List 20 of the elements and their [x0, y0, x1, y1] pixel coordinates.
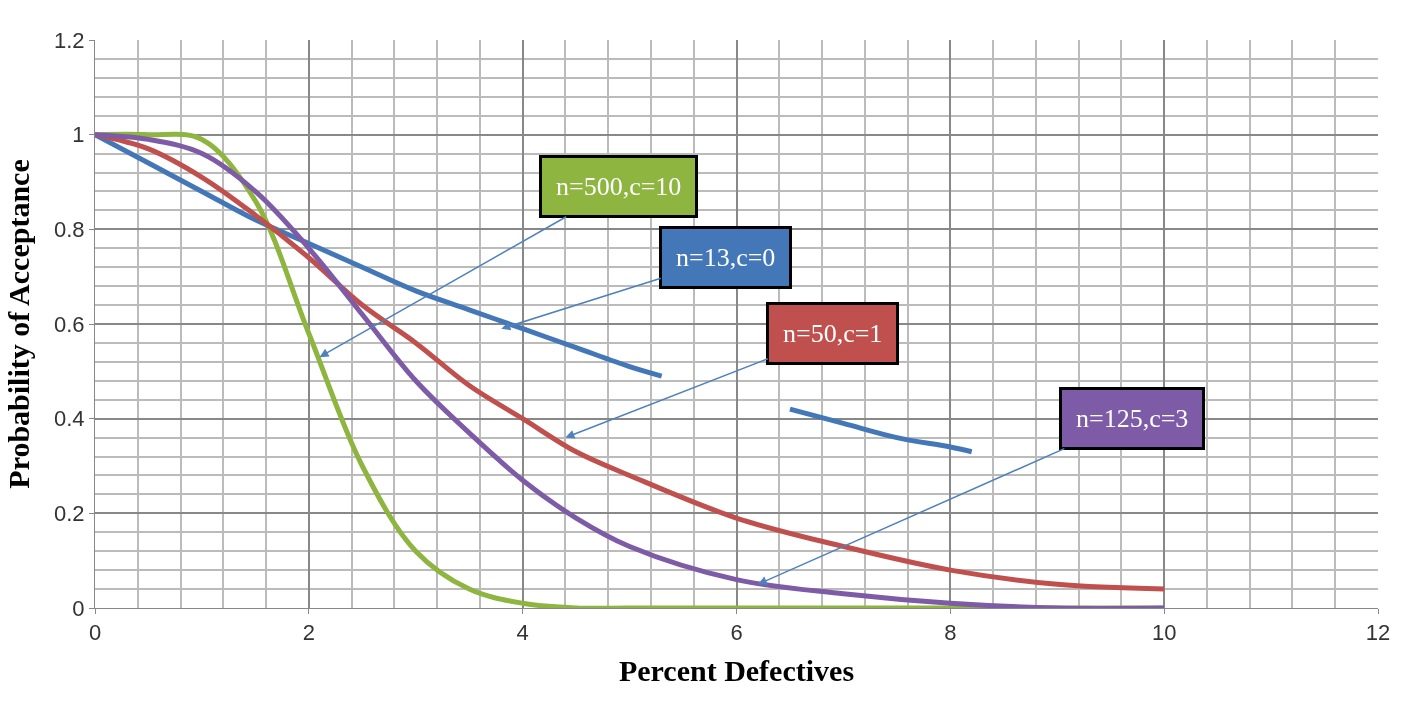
x-axis-title: Percent Defectives: [618, 653, 855, 687]
x-tick-label: 10: [1151, 620, 1177, 646]
y-tick-label: 0.4: [54, 406, 85, 432]
y-tick-label: 0.2: [54, 501, 85, 527]
y-tick-label: 0: [72, 595, 85, 621]
y-axis-title: Probability of Acceptance: [2, 159, 36, 489]
x-tick-label: 8: [944, 620, 957, 646]
y-tick-label: 1: [72, 122, 85, 148]
x-tick-label: 6: [730, 620, 743, 646]
annotation: n=500,c=10: [556, 172, 682, 201]
x-tick-label: 2: [302, 620, 315, 646]
annotation: n=125,c=3: [1076, 404, 1189, 433]
x-tick-label: 0: [88, 620, 102, 646]
x-tick-label: 4: [516, 620, 529, 646]
x-tick-label: 12: [1365, 620, 1391, 646]
y-tick-label: 0.8: [54, 217, 85, 243]
y-tick-label: 0.6: [54, 311, 85, 337]
annotation: n=50,c=1: [783, 319, 883, 348]
y-tick-label: 1.2: [54, 27, 85, 53]
annotation: n=13,c=0: [676, 243, 776, 272]
